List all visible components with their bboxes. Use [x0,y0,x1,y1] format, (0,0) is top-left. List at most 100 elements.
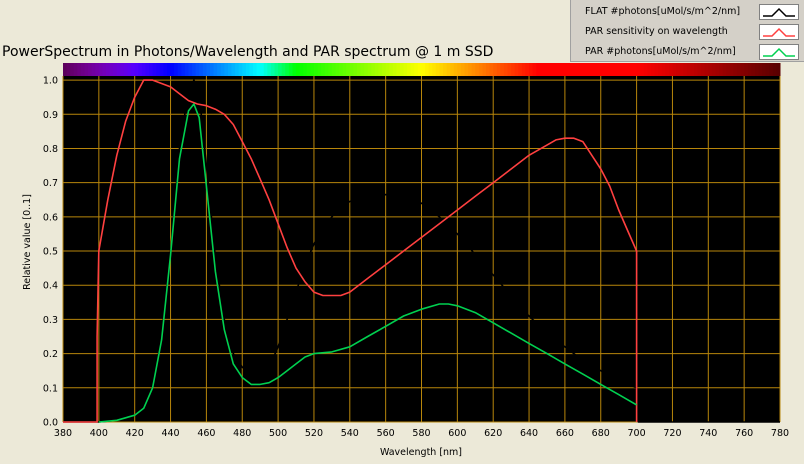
spectrum-segment [106,63,111,76]
spectrum-segment [170,63,175,76]
spectrum-segment [586,63,591,76]
spectrum-segment [73,63,78,76]
spectrum-segment [776,63,781,76]
spectrum-segment [625,63,630,76]
spectrum-segment [303,63,308,76]
spectrum-segment [575,63,580,76]
spectrum-segment [507,63,512,76]
spectrum-segment [751,63,756,76]
spectrum-segment [521,63,526,76]
spectrum-segment [174,63,179,76]
spectrum-segment [765,63,770,76]
y-tick-label: 0.2 [43,349,58,360]
y-tick-label: 0.3 [43,315,58,326]
spectrum-segment [206,63,211,76]
spectrum-segment [697,63,702,76]
spectrum-segment [733,63,738,76]
spectrum-segment [661,63,666,76]
spectrum-segment [722,63,727,76]
x-tick-label: 620 [484,428,502,439]
spectrum-segment [622,63,627,76]
spectrum-segment [668,63,673,76]
spectrum-segment [346,63,351,76]
spectrum-segment [281,63,286,76]
spectrum-segment [654,63,659,76]
spectrum-segment [640,63,645,76]
series-line-1 [63,79,638,423]
x-tick-label: 680 [592,428,610,439]
spectrum-segment [123,63,129,76]
spectrum-segment [299,63,304,76]
spectrum-segment [84,63,89,76]
x-tick-label: 760 [735,428,753,439]
legend-swatch [759,44,799,60]
spectrum-segment [711,63,716,76]
spectrum-segment [145,63,150,76]
spectrum-segment [568,63,573,76]
legend-item-par-photons: PAR #photons[uMol/s/m^2/nm] [571,42,804,62]
spectrum-segment [378,63,383,76]
spectrum-segment [66,63,71,76]
spectrum-segment [740,63,745,76]
spectrum-segment [715,63,720,76]
x-tick-label: 440 [161,428,179,439]
spectrum-segment [511,63,516,76]
spectrum-segment [410,63,415,76]
spectrum-segment [324,63,329,76]
spectrum-segment [278,63,283,76]
spectrum-segment [63,63,68,76]
spectrum-segment [220,63,225,76]
spectrum-segment [253,63,258,76]
x-tick-label: 540 [341,428,359,439]
spectrum-segment [356,63,362,76]
spectrum-segment [539,63,544,76]
y-tick-label: 0.1 [43,383,58,394]
spectrum-segment [371,63,376,76]
spectrum-segment [647,63,652,76]
x-tick-label: 420 [126,428,144,439]
spectrum-segment [564,63,569,76]
x-axis-label: Wavelength [nm] [380,447,462,458]
spectrum-segment [242,63,247,76]
y-tick-labels: 0.0 0.1 0.2 0.3 0.4 0.5 0.6 0.7 0.8 0.9 1.0 [43,76,58,429]
spectrum-segment [127,63,132,76]
spectrum-segment [572,63,577,76]
legend-swatch [759,4,799,20]
spectrum-segment [471,63,476,76]
spectrum-segment [704,63,709,76]
spectrum-segment [213,63,218,76]
spectrum-segment [658,63,663,76]
spectrum-segment [450,63,455,76]
spectrum-segment [532,63,537,76]
spectrum-segment [453,63,458,76]
spectrum-segment [421,63,426,76]
spectrum-segment [342,63,347,76]
spectrum-segment [607,63,613,76]
spectrum-segment [188,63,193,76]
spectrum-segment [600,63,605,76]
spectrum-segment [478,63,483,76]
spectrum-segment [546,63,552,76]
series-line-2 [98,103,637,423]
x-tick-label: 480 [233,428,251,439]
spectrum-segment [719,63,724,76]
spectrum-segment [403,63,408,76]
spectrum-segment [425,63,430,76]
spectrum-segment [593,63,598,76]
spectrum-segment [374,63,379,76]
spectrum-segment [582,63,587,76]
spectrum-segment [227,63,232,76]
spectrum-segment [550,63,555,76]
spectrum-segment [317,63,322,76]
spectrum-segment [762,63,767,76]
spectrum-segment [579,63,584,76]
spectrum-segment [292,63,297,76]
y-tick-label: 0.5 [43,247,58,258]
spectrum-segment [335,63,340,76]
spectrum-segment [754,63,759,76]
spectrum-segment [665,63,670,76]
spectrum-segment [91,63,96,76]
spectrum-segment [260,63,265,76]
spectrum-segment [245,63,250,76]
